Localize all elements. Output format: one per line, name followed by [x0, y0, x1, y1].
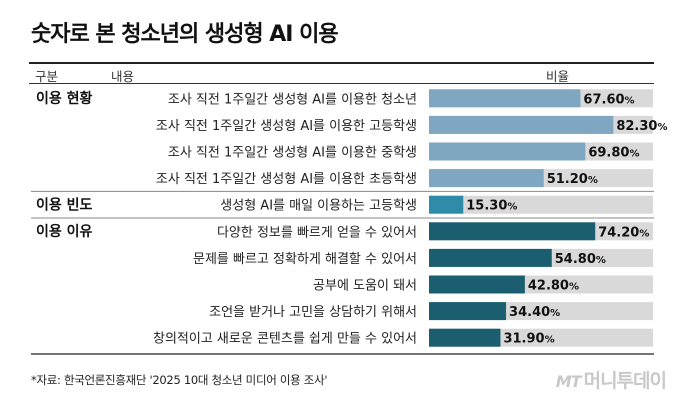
watermark-logo: MT 머니투데이 [555, 366, 667, 393]
row-label: 다양한 정보를 빠르게 얻을 수 있어서 [217, 225, 417, 240]
row-label: 조사 직전 1주일간 생성형 AI를 이용한 중학생 [168, 146, 417, 161]
value-label: 82.30% [616, 119, 667, 134]
bar [429, 328, 501, 347]
group-label: 이용 빈도 [36, 196, 93, 213]
bar [429, 275, 525, 294]
bar-track [429, 195, 653, 214]
row-label: 창의적이고 새로운 콘텐츠를 쉽게 만들 수 있어서 [153, 332, 417, 347]
row-label: 조언을 받거나 고민을 상담하기 위해서 [209, 305, 417, 320]
header-group: 구분 [35, 69, 59, 84]
group-label: 이용 현황 [36, 90, 93, 107]
table-header: 구분 내용 비율 [29, 62, 654, 84]
watermark-mt: MT [555, 372, 582, 391]
value-label: 31.90% [503, 332, 554, 347]
bar [429, 222, 596, 241]
row-label: 공부에 도움이 돼서 [313, 279, 417, 294]
value-label: 74.20% [598, 225, 649, 240]
bar [429, 302, 507, 321]
bar [429, 142, 586, 161]
watermark-name: 머니투데이 [583, 370, 667, 392]
header-content: 내용 [111, 69, 135, 84]
header-ratio: 비율 [546, 69, 570, 84]
row-label: 조사 직전 1주일간 생성형 AI를 이용한 고등학생 [156, 119, 417, 134]
row-label: 생성형 AI를 매일 이용하는 고등학생 [220, 199, 417, 214]
bar [429, 248, 552, 267]
value-label: 54.80% [555, 252, 606, 267]
group-label: 이용 이유 [36, 223, 93, 240]
value-label: 69.80% [588, 146, 639, 161]
value-label: 34.40% [509, 305, 560, 320]
value-label: 51.20% [547, 172, 598, 187]
page-title: 숫자로 본 청소년의 생성형 AI 이용 [31, 22, 339, 47]
value-label: 67.60% [583, 92, 634, 107]
row-label: 문제를 빠르고 정확하게 해결할 수 있어서 [193, 252, 417, 267]
row-label: 조사 직전 1주일간 생성형 AI를 이용한 청소년 [168, 92, 417, 107]
bar [429, 169, 544, 188]
row-label: 조사 직전 1주일간 생성형 AI를 이용한 초등학생 [156, 172, 417, 187]
bar [429, 115, 614, 134]
bar [429, 89, 581, 108]
bar [429, 195, 464, 214]
value-label: 42.80% [528, 279, 579, 294]
value-label: 15.30% [466, 199, 517, 214]
source-note: *자료: 한국언론진흥재단 '2025 10대 청소년 미디어 이용 조사' [31, 373, 328, 387]
